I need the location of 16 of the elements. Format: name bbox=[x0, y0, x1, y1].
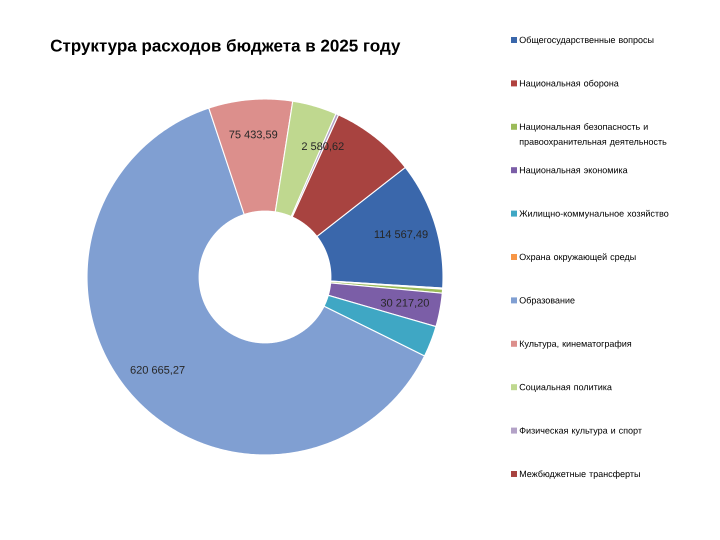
legend-label: Охрана окружающей среды bbox=[520, 253, 636, 262]
chart-title: Структура расходов бюджета в 2025 году bbox=[50, 38, 400, 55]
data-label: 30 217,20 bbox=[380, 298, 429, 308]
legend-label: Физическая культура и спорт bbox=[520, 427, 642, 436]
legend-label: Культура, кинематография bbox=[520, 340, 632, 349]
legend-label: Межбюджетные трансферты bbox=[520, 470, 640, 479]
legend-label: Социальная политика bbox=[520, 384, 612, 392]
legend-label: Образование bbox=[520, 296, 575, 306]
data-label: 75 433,59 bbox=[229, 130, 278, 140]
legend-label: Общегосударственные вопросы bbox=[520, 36, 654, 45]
legend-label: Жилищно-коммунальное хозяйство bbox=[519, 210, 668, 218]
legend-label: Национальная безопасность и правоохранительная деятельность bbox=[520, 123, 666, 147]
legend-label: Национальная оборона bbox=[520, 80, 619, 88]
data-label: 620 665,27 bbox=[130, 366, 185, 376]
data-label: 114 567,49 bbox=[374, 230, 428, 240]
legend-label: Национальная экономика bbox=[520, 166, 628, 175]
